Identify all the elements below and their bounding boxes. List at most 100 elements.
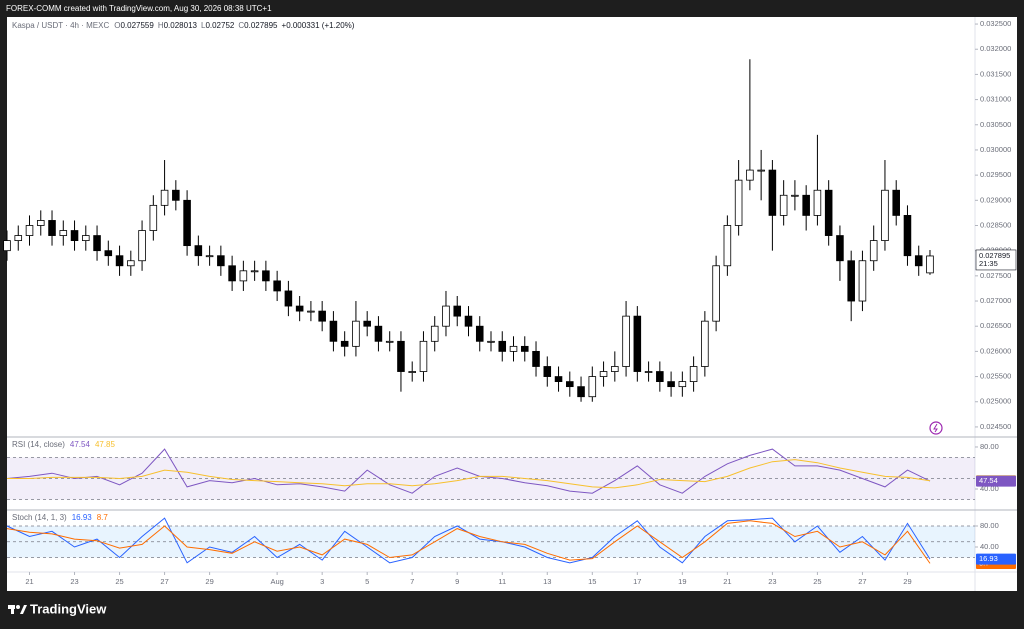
indicator-line [6, 520, 931, 564]
legend-part: 0.02752 [205, 21, 234, 30]
indicator-value-bg [976, 475, 1016, 487]
candle-body [273, 280, 281, 292]
legend-part: L [201, 21, 206, 30]
x-tick-label: 3 [320, 577, 324, 586]
alert-icon[interactable] [929, 421, 943, 435]
candle-body [588, 376, 597, 398]
candle-body [374, 325, 383, 342]
x-tick-label: 19 [678, 577, 686, 586]
legend-part: C [238, 21, 244, 30]
candle-body [25, 225, 34, 236]
candle-body [104, 250, 113, 257]
candle-body [914, 255, 923, 267]
x-tick-label: 23 [70, 577, 78, 586]
x-tick-label: 17 [633, 577, 641, 586]
candle-body [746, 169, 754, 181]
indicator-legend: RSI (14, close) 47.54 47.85 [12, 440, 116, 449]
y-tick-label: 0.025500 [980, 372, 1011, 381]
indicator-value: 47.54 [979, 476, 998, 485]
candle-body [14, 235, 23, 241]
x-tick-label: 29 [205, 577, 213, 586]
candle-body [791, 194, 799, 197]
chart-area [7, 17, 1017, 591]
candle-body [520, 345, 529, 352]
x-tick-label: Aug [270, 577, 283, 586]
x-tick-label: 21 [25, 577, 33, 586]
candle-body [554, 376, 563, 383]
y-tick-label: 0.032500 [980, 19, 1011, 28]
candle-body [250, 270, 259, 273]
y-tick-label: 0.026000 [980, 346, 1011, 355]
candle-body [194, 245, 203, 257]
candle-body [487, 340, 495, 343]
candle-body [295, 305, 304, 312]
y-tick-label: 0.027500 [980, 271, 1011, 280]
indicator-line [6, 448, 931, 494]
alert-icon-bolt [933, 423, 938, 433]
candle-body [802, 194, 810, 216]
indicator-legend-part: 16.93 [72, 513, 93, 522]
candle-body [93, 235, 101, 252]
candle-body [138, 230, 146, 262]
candle-body [217, 255, 225, 267]
candle-body [262, 270, 270, 282]
candle-body [903, 215, 912, 257]
candle-body [813, 189, 822, 216]
indicator-legend-part: 47.54 [70, 440, 91, 449]
legend-part: Kaspa / USDT · 4h · MEXC [12, 21, 109, 30]
candle-body [408, 371, 416, 373]
candle-body [577, 386, 585, 398]
candle-body [678, 381, 687, 388]
x-tick-label: 9 [455, 577, 459, 586]
candle-body [689, 366, 698, 383]
candle-body [712, 265, 720, 322]
y-tick-label: 0.032000 [980, 44, 1011, 53]
candle-body [430, 325, 439, 342]
legend-part: 0.027559 [120, 21, 154, 30]
candle-body [475, 325, 484, 342]
candle-body [239, 270, 248, 282]
candle-body [779, 194, 788, 216]
candle-body [363, 320, 371, 327]
indicator-line [7, 459, 931, 489]
candle-body [701, 320, 709, 367]
candle-body [340, 340, 349, 347]
candle-body [858, 260, 867, 302]
x-tick-label: 13 [543, 577, 551, 586]
candle-body [318, 310, 326, 322]
y-tick-label: 0.026500 [980, 321, 1011, 330]
indicator-legend-part: 47.85 [95, 440, 116, 449]
y-tick-label: 0.029000 [980, 195, 1011, 204]
candle-body [453, 305, 462, 317]
indicator-legend: Stoch (14, 1, 3) 16.93 8.7 [12, 513, 108, 522]
indicator-legend-part: RSI (14, close) [12, 440, 65, 449]
countdown: 21:35 [979, 259, 998, 268]
candle-body [926, 255, 934, 274]
x-tick-label: 25 [115, 577, 123, 586]
candle-body [59, 230, 68, 236]
x-tick-label: 21 [723, 577, 731, 586]
indicator-legend-part: 8.7 [97, 513, 109, 522]
x-tick-label: 29 [903, 577, 911, 586]
candle-body [385, 340, 394, 343]
candle-body [892, 189, 900, 216]
candle-body [824, 189, 833, 236]
last-price-bg [975, 249, 1017, 271]
y-tick-label: 0.025000 [980, 397, 1011, 406]
candle-body [115, 255, 124, 267]
candle-body [82, 235, 90, 241]
candle-body [160, 189, 169, 206]
candle-body [847, 260, 855, 302]
y-tick-label: 0.031000 [980, 95, 1011, 104]
candle-body [509, 345, 518, 352]
last-price: 0.027895 [979, 251, 1010, 260]
brand: TradingView [30, 601, 107, 616]
legend-part: 0.028013 [164, 21, 198, 30]
legend-part: O [114, 21, 120, 30]
logo [8, 605, 27, 614]
legend: Kaspa / USDT · 4h · MEXC O0.027559 H0.0280… [12, 21, 355, 30]
candle-body [442, 305, 450, 327]
y-tick-label: 0.030500 [980, 120, 1011, 129]
